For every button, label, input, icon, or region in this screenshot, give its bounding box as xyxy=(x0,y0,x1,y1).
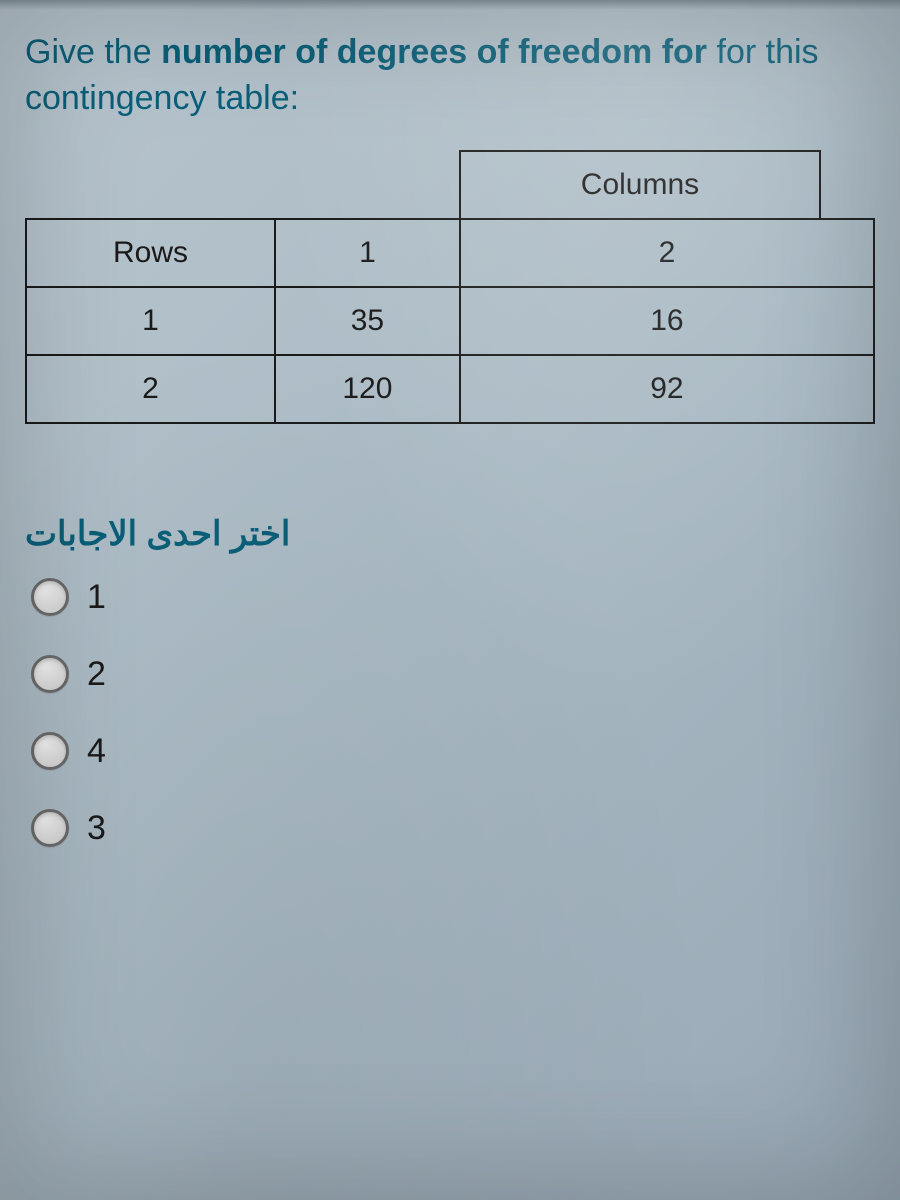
option-label: 3 xyxy=(87,809,106,848)
cell-r2c1: 120 xyxy=(275,355,460,423)
col-label-2: 2 xyxy=(460,219,874,287)
columns-header: Columns xyxy=(460,151,820,219)
option-row-4[interactable]: 3 xyxy=(25,809,875,848)
empty-cell xyxy=(820,151,874,219)
table-row: Rows 1 2 xyxy=(26,219,874,287)
question-prefix: Give the xyxy=(25,33,161,71)
cell-r2c2: 92 xyxy=(460,355,874,423)
empty-cell xyxy=(275,151,460,219)
table-row: 2 120 92 xyxy=(26,355,874,423)
question-bold: number of degrees of freedom for xyxy=(161,33,707,71)
table-row: Columns xyxy=(26,151,874,219)
cell-r1c2: 16 xyxy=(460,287,874,355)
radio-icon[interactable] xyxy=(31,655,69,693)
radio-icon[interactable] xyxy=(31,578,69,616)
question-text: Give the number of degrees of freedom fo… xyxy=(25,30,875,122)
row-label-1: 1 xyxy=(26,287,275,355)
radio-icon[interactable] xyxy=(31,732,69,770)
contingency-table: Columns Rows 1 2 1 35 16 2 120 92 xyxy=(25,150,875,424)
option-label: 1 xyxy=(87,578,106,617)
col-label-1: 1 xyxy=(275,219,460,287)
option-row-1[interactable]: 1 xyxy=(25,578,875,617)
option-label: 2 xyxy=(87,655,106,694)
option-row-2[interactable]: 2 xyxy=(25,655,875,694)
row-label-2: 2 xyxy=(26,355,275,423)
cell-r1c1: 35 xyxy=(275,287,460,355)
answers-section: اختر احدى الاجابات 1 2 4 3 xyxy=(25,514,875,848)
option-label: 4 xyxy=(87,732,106,771)
table-row: 1 35 16 xyxy=(26,287,874,355)
rows-header: Rows xyxy=(26,219,275,287)
option-row-3[interactable]: 4 xyxy=(25,732,875,771)
answer-prompt: اختر احدى الاجابات xyxy=(25,514,875,554)
radio-icon[interactable] xyxy=(31,809,69,847)
empty-cell xyxy=(26,151,275,219)
